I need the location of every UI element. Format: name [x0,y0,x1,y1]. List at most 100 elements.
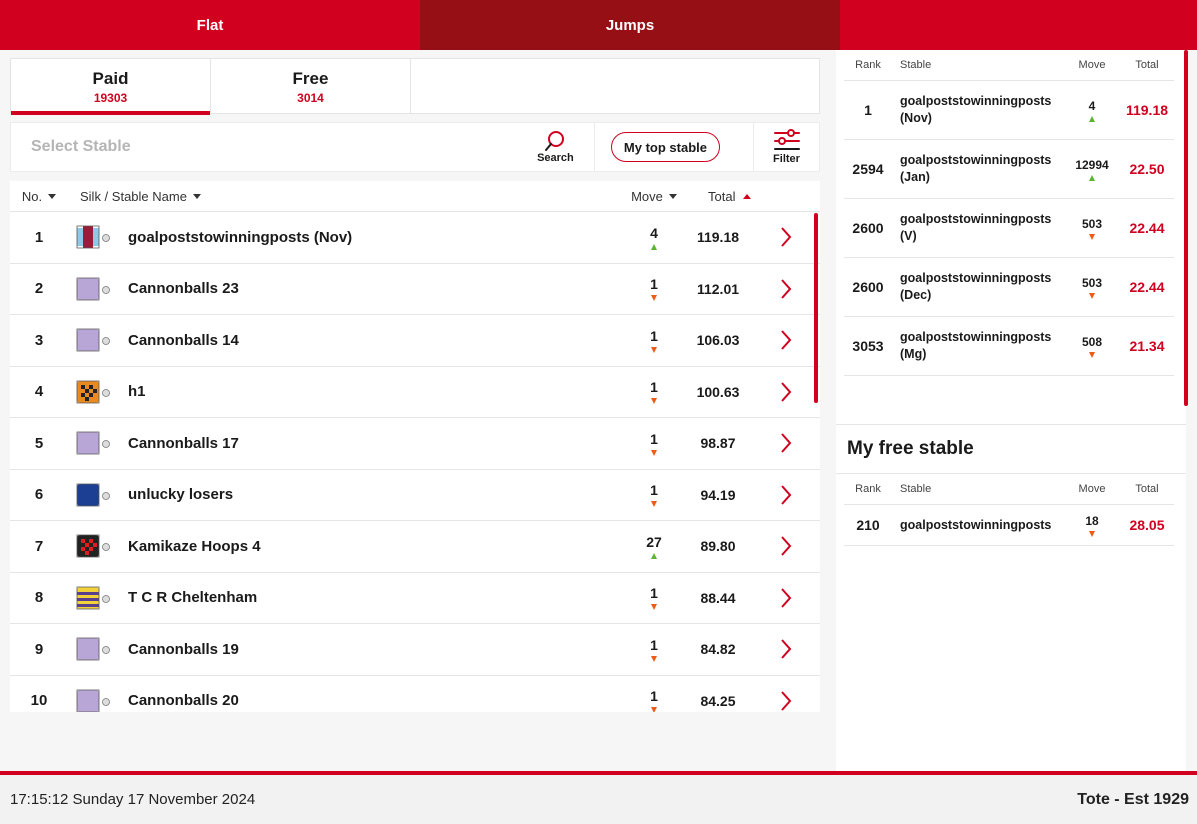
header-total[interactable]: Total [692,189,820,204]
my-stables-body: 1 goalpoststowinningposts (Nov) 4 119.18 259… [844,81,1174,376]
arrow-down-icon [1089,351,1095,358]
table-row[interactable]: 5 Cannonballs 17 1 98.87 [10,418,820,470]
table-row[interactable]: 3 Cannonballs 14 1 106.03 [10,315,820,367]
row-chevron[interactable] [752,278,820,300]
row-number: 8 [34,589,44,607]
stable-name: T C R Cheltenham [128,589,258,607]
row-chevron[interactable] [752,535,820,557]
stable-name: Cannonballs 17 [128,434,239,452]
row-chevron[interactable] [752,432,820,454]
move-value: 1 [650,327,658,344]
list-item[interactable]: 3053 goalpoststowinningposts (Mg) 508 21.34 [844,317,1174,376]
rank-value: 2600 [852,220,884,236]
list-item[interactable]: 2600 goalpoststowinningposts (V) 503 22.44 [844,199,1174,258]
my-stables-panel: Rank Stable Move Total 1 goalpoststowinni… [836,50,1186,771]
move-cell: 1 [624,379,684,405]
silk-icon [68,585,128,611]
table-body: 1 goalpoststowinningposts (Nov) 4 119.18 2 Ca… [10,212,820,712]
row-chevron[interactable] [752,638,820,660]
move-value: 1 [650,688,658,705]
stable-type-tabs: Paid 19303 Free 3014 [10,58,820,115]
total-value: 84.82 [700,641,736,658]
table-row[interactable]: 10 Cannonballs 20 1 84.25 [10,676,820,712]
header-move: Move [1078,483,1106,495]
tab-free-label: Free [292,68,329,88]
row-chevron[interactable] [752,329,820,351]
panel-scrollbar[interactable] [1184,50,1188,406]
select-stable-input[interactable] [11,123,517,171]
silk-icon [68,430,128,456]
move-value: 27 [646,533,662,550]
table-row[interactable]: 4 h1 1 100.63 [10,367,820,418]
table-row[interactable]: 9 Cannonballs 19 1 84.82 [10,624,820,676]
tab-flat[interactable]: Flat [196,16,224,34]
table-row[interactable]: 8 T C R Cheltenham 1 88.44 [10,573,820,624]
header-rank: Rank [855,59,881,71]
free-stables-header: Rank Stable Move Total [844,474,1174,505]
stable-name: Cannonballs 23 [128,280,239,298]
move-cell: 503 [1064,276,1120,299]
move-value: 12994 [1075,157,1109,172]
move-cell: 4 [1064,99,1120,122]
tab-free[interactable]: Free 3014 [211,59,411,114]
row-chevron[interactable] [752,226,820,248]
arrow-down-icon [651,604,657,611]
header-no[interactable]: No. [10,189,68,204]
header-move[interactable]: Move [624,189,684,204]
header-total: Total [1135,483,1159,495]
header-no-label: No. [21,188,43,204]
total-value: 22.44 [1129,220,1165,236]
my-stables-header: Rank Stable Move Total [844,50,1174,81]
tab-paid[interactable]: Paid 19303 [11,59,211,115]
stable-name: h1 [128,383,146,401]
table-row[interactable]: 2 Cannonballs 23 1 112.01 [10,264,820,315]
tab-jumps[interactable]: Jumps [420,0,840,50]
list-item[interactable]: 1 goalpoststowinningposts (Nov) 4 119.18 [844,81,1174,140]
filter-button-label: Filter [773,153,800,165]
chevron-right-icon [781,639,792,659]
chevron-right-icon [781,330,792,350]
table-row[interactable]: 1 goalpoststowinningposts (Nov) 4 119.18 [10,212,820,264]
header-stable: Stable [900,482,932,495]
total-value: 21.34 [1129,338,1165,354]
row-number: 10 [30,692,48,710]
table-row[interactable]: 6 unlucky losers 1 94.19 [10,470,820,521]
stable-name: Cannonballs 19 [128,640,239,658]
move-cell: 1 [624,688,684,712]
total-value: 112.01 [696,280,740,297]
silk-icon [68,636,128,662]
silk-icon [68,379,128,405]
row-chevron[interactable] [752,690,820,712]
chevron-right-icon [781,485,792,505]
search-button[interactable]: Search [517,123,595,171]
list-item[interactable]: 210 goalpoststowinningposts 18 28.05 [844,505,1174,546]
my-top-stable-button[interactable]: My top stable [610,132,720,162]
total-value: 88.44 [700,589,736,606]
list-item[interactable]: 2594 goalpoststowinningposts (Jan) 12994 22… [844,140,1174,199]
stable-name: Cannonballs 14 [128,331,239,349]
move-cell: 27 [624,534,684,559]
row-chevron[interactable] [752,587,820,609]
stable-name: goalpoststowinningposts (Mg) [900,330,1052,361]
total-value: 119.18 [696,229,740,246]
row-number: 9 [34,640,44,658]
row-chevron[interactable] [752,381,820,403]
table-scrollbar[interactable] [814,213,818,403]
header-name[interactable]: Silk / Stable Name [68,189,624,204]
filter-button[interactable]: Filter [753,123,819,171]
move-value: 4 [1088,98,1096,113]
rank-value: 3053 [852,338,884,354]
total-value: 22.50 [1129,161,1165,177]
free-stables-body: 210 goalpoststowinningposts 18 28.05 [844,505,1174,546]
leaderboard-panel: Paid 19303 Free 3014 Search My top stabl… [10,58,820,712]
arrow-down-icon [651,295,657,302]
arrow-down-icon [651,449,657,456]
my-free-stables-table: Rank Stable Move Total 210 goalpoststowin… [844,474,1174,546]
filter-icon [773,129,800,150]
row-number: 1 [34,228,44,246]
footer-brand: Tote - Est 1929 [1077,790,1189,808]
arrow-up-icon [651,243,657,250]
table-row[interactable]: 7 Kamikaze Hoops 4 27 89.80 [10,521,820,573]
row-chevron[interactable] [752,484,820,506]
list-item[interactable]: 2600 goalpoststowinningposts (Dec) 503 22.4… [844,258,1174,317]
